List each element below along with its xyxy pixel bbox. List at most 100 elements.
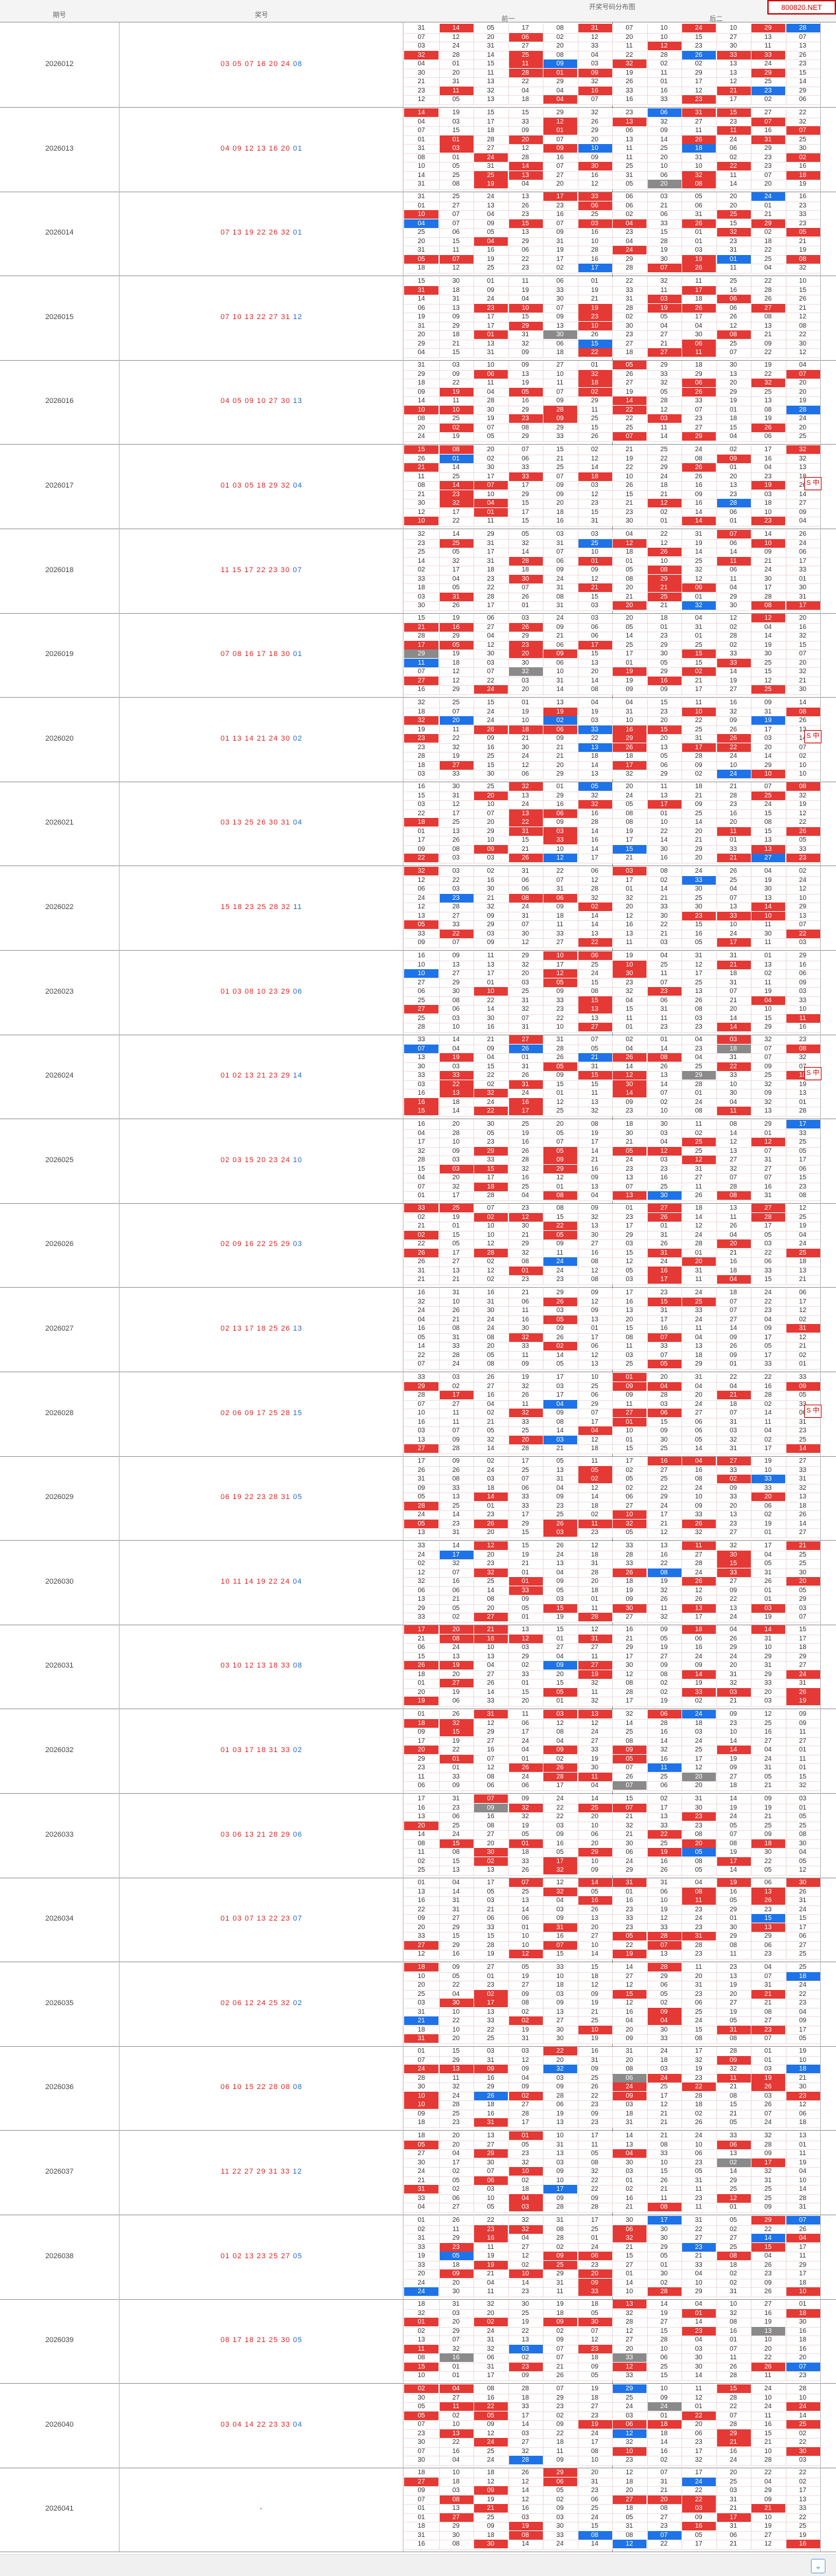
grid-cell: 10	[798, 2176, 807, 2184]
grid-cell: 21	[521, 1560, 530, 1567]
grid-cell: 26	[660, 1240, 668, 1247]
grid-cell: 29	[729, 593, 738, 601]
grid-cell: 02	[487, 455, 495, 462]
grid-cell: 32	[764, 1080, 772, 1088]
grid-cell: 27	[625, 2261, 633, 2269]
grid-cell: 12	[695, 87, 703, 94]
grid-cell: 29	[660, 641, 668, 649]
grid-cell: 20	[729, 819, 738, 826]
grid-cell: 12	[798, 1204, 807, 1212]
grid-cell: 26	[508, 622, 543, 632]
grid-cell: 03	[590, 717, 599, 724]
grid-cell: 06	[660, 211, 668, 218]
grid-cell: 31	[625, 708, 633, 716]
table-row: 2026018 11 15 17 22 23 30 07 32 14 29 05 03 03 0…	[0, 529, 836, 614]
grid-cell: 12	[612, 2429, 646, 2438]
grid-cell: 14	[417, 557, 425, 565]
grid-cell: 21	[625, 2243, 633, 2251]
grid-cell: 26	[660, 2176, 668, 2184]
blue-number: 08	[290, 2082, 302, 2091]
grid-cell: 25	[556, 464, 564, 471]
grid-cell: 17	[452, 1249, 460, 1257]
grid-cell: 30	[695, 1804, 703, 1812]
brand-logo[interactable]: 800820.NET	[767, 0, 836, 15]
grid-cell: 03	[487, 854, 495, 862]
side-float-button[interactable]: S 中	[804, 730, 821, 743]
grid-cell: 13	[417, 1529, 425, 1536]
grid-cell: 31	[417, 145, 425, 152]
grid-cell: 24	[798, 876, 807, 884]
grid-cell: 31	[681, 1932, 716, 1940]
side-float-button[interactable]: S 中	[804, 477, 821, 490]
grid-cell: 12	[543, 969, 577, 978]
grid-cell: 28	[625, 1688, 633, 1696]
grid-cell: 09	[590, 153, 599, 161]
grid-cell: 27	[487, 1382, 495, 1390]
grid-cell: 07	[473, 481, 508, 490]
grid-cell: 22	[695, 2487, 703, 2494]
grid-cell: 01	[798, 1804, 807, 1812]
distribution-grid: 33 14 21 27 31 07 02 01 04 03 32 23 07 04 09 26 28 05 04 14…	[404, 1035, 820, 1117]
grid-cell: 19	[625, 827, 633, 835]
grid-cell: 24	[695, 1289, 703, 1296]
grid-cell: 09	[452, 1964, 460, 1971]
grid-cell: 24	[625, 1857, 633, 1865]
grid-cell: 11	[730, 575, 737, 583]
grid-cell: 23	[521, 211, 530, 218]
grid-cell: 24	[590, 1728, 599, 1736]
grid-cell: 15	[660, 229, 668, 236]
grid-cell: 23	[590, 2411, 599, 2419]
grid-cell: 23	[556, 202, 564, 209]
grid-cell: 29	[521, 237, 530, 245]
red-numbers: 01 03 17 18 31 33	[221, 1746, 291, 1754]
grid-cell: 27	[695, 1551, 703, 1559]
grid-cell: 32	[798, 118, 807, 126]
grid-cell: 02	[716, 2158, 751, 2167]
grid-cell: 20	[508, 649, 543, 658]
grid-cell: 05	[590, 1888, 599, 1895]
grid-cell: 10	[660, 2385, 668, 2392]
red-numbers: 01 03 07 13 22 23	[221, 1914, 291, 1923]
draw-numbers: 10 11 14 19 22 24 04	[120, 1578, 403, 1586]
grid-cell: 09	[521, 2065, 530, 2073]
grid-cell: 25	[417, 1990, 425, 1998]
grid-cell: 10	[417, 1972, 425, 1980]
scroll-down-icon[interactable]: ⌄	[811, 2559, 825, 2573]
grid-cell: 26	[612, 1568, 646, 1577]
grid-cell: 15	[625, 1325, 633, 1332]
grid-cell: 25	[438, 538, 473, 548]
grid-cell: 07	[487, 809, 495, 817]
grid-cell: 27	[438, 2513, 473, 2522]
grid-cell: 22	[452, 876, 460, 884]
grid-cell: 06	[452, 1586, 460, 1594]
grid-cell: 22	[764, 2469, 772, 2476]
grid-cell: 13	[590, 930, 599, 938]
grid-cell: 05	[556, 1457, 564, 1465]
grid-cell: 13	[487, 1866, 495, 1874]
grid-cell: 22	[764, 2225, 772, 2233]
table-row: 2026031 03 10 12 13 18 33 08 17 20 21 13 15 12 1…	[0, 1624, 836, 1709]
grid-cell: 20	[625, 33, 633, 41]
grid-cell: 26	[521, 1391, 530, 1399]
grid-cell: 08	[625, 2065, 633, 2073]
grid-cell: 20	[556, 761, 564, 769]
grid-cell: 32	[487, 2300, 495, 2308]
grid-cell: 04	[764, 1551, 772, 1559]
grid-cell: 09	[729, 1351, 738, 1359]
grid-cell: 10	[556, 668, 564, 675]
grid-cell: 06	[577, 2252, 612, 2260]
grid-cell: 14	[660, 135, 668, 143]
grid-cell: 05	[452, 1240, 460, 1247]
side-float-button[interactable]: S 中	[804, 1067, 821, 1080]
grid-cell: 03	[625, 2411, 633, 2419]
grid-cell: 10	[590, 548, 599, 556]
grid-cell: 33	[452, 921, 460, 928]
grid-cell: 08	[577, 2530, 612, 2540]
grid-cell: 24	[764, 60, 772, 67]
grid-cell: 15	[625, 1249, 633, 1257]
side-float-button[interactable]: S 中	[804, 1405, 821, 1418]
grid-cell: 23	[625, 1905, 633, 1913]
grid-cell: 22	[729, 1374, 738, 1381]
grid-cell: 30	[660, 1436, 668, 1444]
grid-cell: 04	[417, 118, 425, 126]
